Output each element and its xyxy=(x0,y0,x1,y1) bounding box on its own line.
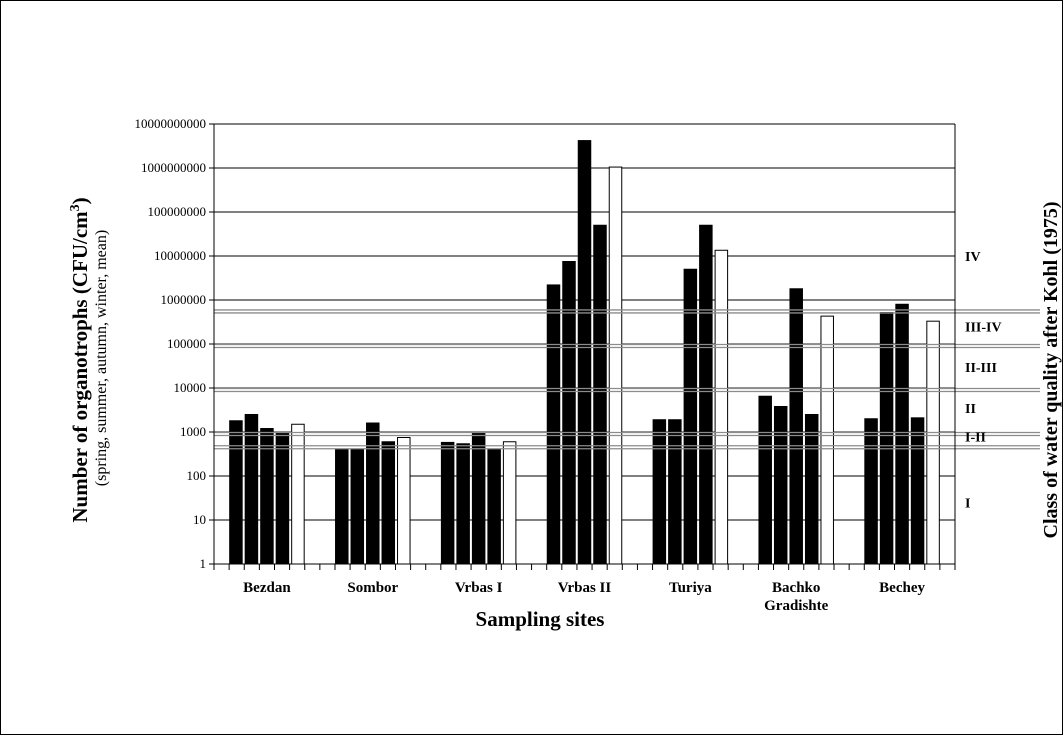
class-label: II-III xyxy=(965,361,997,376)
bar-summer xyxy=(879,311,894,565)
bar-autumn xyxy=(366,422,380,565)
category-label: Vrbas I xyxy=(455,580,503,596)
bar-summer xyxy=(456,443,470,565)
y-tick-label: 10 xyxy=(193,512,206,527)
y-tick-label: 10000000000 xyxy=(135,116,207,131)
y-axis-title-main: Number of organotrophs (CFU/cm xyxy=(68,211,92,523)
bar-spring xyxy=(335,449,349,565)
category-label: Vrbas II xyxy=(558,580,612,596)
bar-winter xyxy=(381,441,396,565)
bar-spring xyxy=(229,420,243,565)
y-tick-label: 1000000 xyxy=(161,292,207,307)
bar-winter xyxy=(275,431,290,565)
bar-mean xyxy=(926,320,940,565)
y-tick-label: 100 xyxy=(187,468,207,483)
bar-winter xyxy=(804,413,819,565)
y-axis-title-close: ) xyxy=(68,197,92,204)
y-tick-label: 1 xyxy=(200,556,207,571)
category-label: Bechey xyxy=(879,580,925,596)
bar-summer xyxy=(562,260,576,565)
y-tick-label: 100000 xyxy=(167,336,206,351)
y-tick-label: 1000000000 xyxy=(141,160,206,175)
y-axis-title: Number of organotrophs (CFU/cm3) xyxy=(68,197,92,522)
bar-spring xyxy=(440,441,455,565)
bar-spring xyxy=(652,419,667,565)
bar-winter xyxy=(593,224,607,565)
y-axis-title-superscript: 3 xyxy=(68,204,83,211)
bar-summer xyxy=(773,405,788,565)
bars-group xyxy=(229,140,940,565)
class-label: II xyxy=(965,402,976,417)
bar-summer xyxy=(668,419,682,565)
axes-group xyxy=(209,123,956,570)
bar-summer xyxy=(350,449,365,565)
bar-mean xyxy=(502,441,517,565)
category-label: Bachko xyxy=(772,580,820,596)
y-tick-label: 100000000 xyxy=(148,204,207,219)
bar-autumn xyxy=(577,140,592,565)
bar-spring xyxy=(758,395,772,565)
class-label: I-II xyxy=(965,430,986,445)
bar-autumn xyxy=(789,288,803,565)
y-axis-subtitle: (spring, summer, autumn, winter, mean) xyxy=(93,230,110,486)
bar-winter xyxy=(487,449,501,565)
y-tick-label: 10000000 xyxy=(154,248,206,263)
bar-spring xyxy=(864,418,878,565)
class-label: IV xyxy=(965,250,981,265)
category-label: Bezdan xyxy=(243,580,291,596)
class-boundary-lines xyxy=(214,309,1040,450)
bar-autumn xyxy=(895,303,909,565)
bar-mean xyxy=(714,249,729,565)
y-tick-label: 1000 xyxy=(180,424,206,439)
bar-mean xyxy=(608,166,623,565)
bar-winter xyxy=(699,224,713,565)
bar-winter xyxy=(910,417,925,565)
y-tick-labels: 1 10 100 1000 10000 100000 1000000 10000000 1000… xyxy=(135,116,207,571)
class-label: III-IV xyxy=(965,320,1002,335)
y-tick-label: 10000 xyxy=(174,380,207,395)
bar-summer xyxy=(244,413,259,565)
x-axis-title: Sampling sites xyxy=(476,607,605,631)
bar-spring xyxy=(546,284,561,565)
bar-autumn xyxy=(471,431,486,565)
right-axis-title: Class of water quality after Kohl (1975) xyxy=(1040,201,1062,538)
category-label: Turiya xyxy=(669,580,712,596)
bar-mean xyxy=(820,315,834,565)
category-label: Sombor xyxy=(347,580,398,596)
class-label: I xyxy=(965,496,970,511)
category-label-line2: Gradishte xyxy=(764,598,829,614)
category-labels: Bezdan Sombor Vrbas I Vrbas II Turiya Bachko G… xyxy=(243,580,925,614)
bar-mean xyxy=(397,436,411,565)
